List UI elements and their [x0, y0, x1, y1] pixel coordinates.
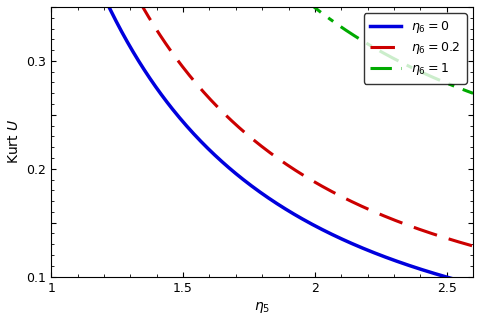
$\eta_6 = 0.2$ [470, 244, 476, 248]
$\eta_6 = 1$ [470, 91, 476, 95]
Line: $\eta_6 = 0.2$: $\eta_6 = 0.2$ [51, 0, 473, 246]
X-axis label: $\eta_5$: $\eta_5$ [254, 300, 270, 315]
Line: $\eta_6 = 0$: $\eta_6 = 0$ [51, 0, 473, 284]
$\eta_6 = 0$ [404, 263, 409, 267]
$\eta_6 = 0.2$ [307, 177, 312, 181]
$\eta_6 = 0.2$ [300, 173, 305, 176]
$\eta_6 = 1$ [431, 76, 436, 80]
$\eta_6 = 1$ [307, 1, 312, 5]
$\eta_6 = 0.2$ [431, 232, 436, 236]
$\eta_6 = 0$ [470, 282, 476, 286]
$\eta_6 = 0$ [300, 217, 305, 221]
$\eta_6 = 0$ [298, 216, 304, 220]
$\eta_6 = 0.2$ [298, 172, 304, 176]
$\eta_6 = 1$ [404, 63, 409, 67]
$\eta_6 = 0.2$ [404, 223, 409, 227]
Y-axis label: Kurt $U$: Kurt $U$ [7, 119, 21, 165]
$\eta_6 = 0$ [307, 221, 312, 225]
Line: $\eta_6 = 1$: $\eta_6 = 1$ [51, 0, 473, 93]
$\eta_6 = 0$ [431, 271, 436, 275]
Legend: $\eta_6 = 0$, $\eta_6 = 0.2$, $\eta_6 = 1$: $\eta_6 = 0$, $\eta_6 = 0.2$, $\eta_6 = … [364, 13, 467, 84]
